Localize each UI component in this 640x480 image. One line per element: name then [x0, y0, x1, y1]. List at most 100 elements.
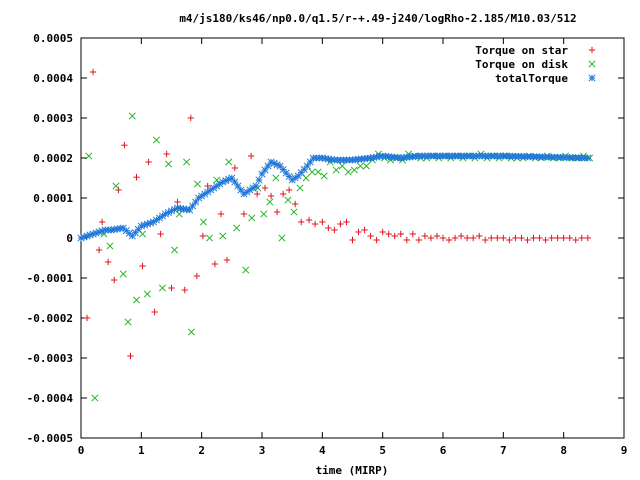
- data-point: [213, 176, 221, 184]
- data-marks: [77, 68, 594, 402]
- data-point: [192, 198, 200, 206]
- data-point: [199, 232, 207, 240]
- data-point: [469, 234, 477, 242]
- data-point: [183, 158, 191, 166]
- data-point: [133, 174, 140, 181]
- chart-title: m4/js180/ks46/np0.0/q1.5/r-+.49-j240/log…: [179, 12, 576, 25]
- data-point: [560, 234, 567, 242]
- y-tick-label: 0.0001: [33, 192, 73, 205]
- data-point: [240, 210, 248, 218]
- data-point: [518, 234, 525, 242]
- data-point: [143, 290, 151, 298]
- data-point: [253, 190, 261, 198]
- data-point: [223, 256, 231, 264]
- data-point: [524, 236, 531, 244]
- data-point: [325, 224, 332, 232]
- data-point: [343, 218, 350, 226]
- data-point: [261, 184, 269, 192]
- data-point: [205, 234, 214, 242]
- data-point: [355, 228, 362, 236]
- data-point: [242, 266, 250, 274]
- data-point: [349, 236, 356, 244]
- data-point: [391, 232, 398, 240]
- data-point: [152, 136, 160, 144]
- legend-label: totalTorque: [495, 72, 568, 85]
- data-point: [542, 236, 549, 244]
- data-point: [278, 234, 286, 242]
- data-point: [379, 228, 386, 236]
- data-point: [132, 296, 141, 304]
- data-point: [181, 286, 188, 294]
- x-axis-label: time (MIRP): [316, 464, 389, 477]
- data-point: [163, 150, 170, 158]
- x-tick-label: 5: [379, 444, 386, 457]
- x-tick-label: 7: [500, 444, 507, 457]
- data-point: [350, 166, 358, 174]
- data-point: [548, 234, 555, 242]
- data-point: [332, 166, 340, 174]
- data-point: [362, 162, 370, 170]
- x-tick-label: 4: [319, 444, 326, 457]
- axis-ticks: 0 1 2 3 4 5 6 7 8 9 -0.0005 -0.0004 -0.0003 -0.0002 -0…: [27, 32, 628, 457]
- y-tick-label: 0: [66, 232, 73, 245]
- data-point: [260, 210, 268, 218]
- data-point: [344, 168, 352, 176]
- data-point: [385, 230, 392, 238]
- data-point: [193, 272, 201, 280]
- data-point: [457, 232, 465, 240]
- legend-marker: [588, 74, 596, 82]
- data-point: [187, 328, 195, 336]
- x-tick-label: 9: [621, 444, 628, 457]
- data-point: [266, 198, 274, 206]
- data-point: [127, 352, 134, 360]
- data-point: [303, 162, 311, 170]
- data-point: [157, 230, 164, 238]
- data-point: [128, 112, 136, 120]
- data-point: [285, 186, 293, 194]
- data-point: [119, 270, 127, 278]
- data-point: [415, 236, 423, 244]
- data-point: [233, 224, 241, 232]
- data-point: [272, 174, 280, 182]
- data-point: [506, 236, 513, 244]
- data-point: [237, 186, 245, 194]
- y-tick-label: -0.0004: [27, 392, 74, 405]
- data-point: [284, 196, 292, 204]
- data-point: [494, 234, 501, 242]
- data-point: [168, 284, 175, 292]
- data-point: [338, 162, 346, 170]
- data-point: [578, 234, 585, 242]
- data-point: [512, 234, 519, 242]
- series-torque-on-star: [83, 68, 591, 360]
- y-tick-label: 0.0002: [33, 152, 73, 165]
- data-point: [566, 234, 573, 242]
- data-point: [219, 232, 227, 240]
- data-point: [314, 168, 322, 176]
- data-point: [204, 182, 211, 190]
- data-point: [451, 234, 459, 242]
- data-point: [145, 158, 152, 166]
- data-point: [427, 234, 435, 242]
- data-point: [139, 262, 146, 270]
- data-point: [554, 234, 561, 242]
- x-tick-label: 0: [78, 444, 85, 457]
- data-point: [211, 260, 219, 268]
- data-point: [170, 246, 179, 254]
- y-tick-label: 0.0005: [33, 32, 73, 45]
- data-point: [124, 318, 132, 326]
- data-point: [247, 152, 255, 160]
- data-point: [319, 218, 326, 226]
- data-point: [110, 276, 118, 284]
- data-point: [91, 394, 99, 402]
- y-tick-label: 0.0003: [33, 112, 73, 125]
- data-point: [397, 230, 404, 238]
- legend-marker: [588, 46, 596, 54]
- data-point: [228, 174, 236, 182]
- data-point: [85, 152, 93, 160]
- data-point: [488, 234, 495, 242]
- y-tick-label: 0.0004: [33, 72, 73, 85]
- data-point: [121, 142, 128, 149]
- data-point: [500, 234, 507, 242]
